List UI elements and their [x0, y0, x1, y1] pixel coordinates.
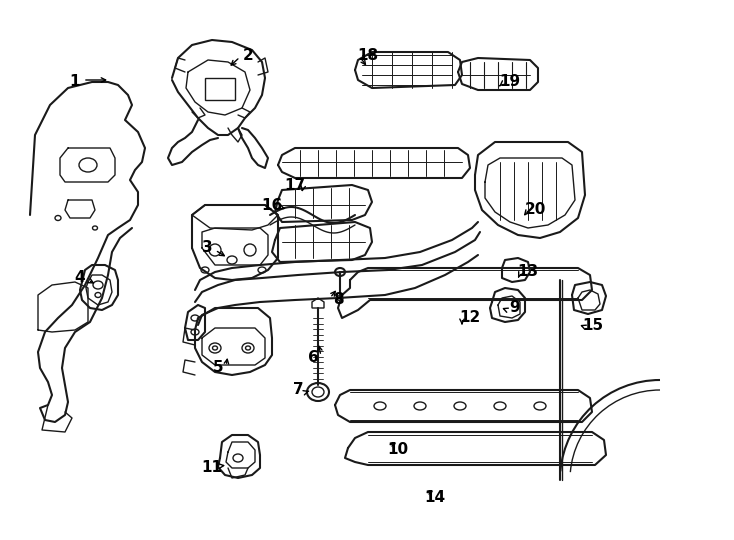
Text: 6: 6	[308, 350, 319, 366]
Text: 9: 9	[509, 300, 520, 315]
Text: 16: 16	[261, 198, 283, 213]
Text: 2: 2	[243, 48, 253, 63]
Text: 13: 13	[517, 265, 539, 280]
Text: 19: 19	[499, 75, 520, 90]
Text: 20: 20	[524, 202, 545, 218]
Text: 4: 4	[75, 271, 85, 286]
Ellipse shape	[335, 268, 345, 276]
Text: 17: 17	[285, 178, 305, 192]
Text: 10: 10	[388, 442, 409, 457]
Text: 11: 11	[202, 461, 222, 476]
Text: 12: 12	[459, 310, 481, 326]
Polygon shape	[312, 298, 324, 308]
Text: 1: 1	[70, 75, 80, 90]
Text: 15: 15	[583, 318, 603, 333]
Bar	[205, 78, 235, 100]
Text: 7: 7	[293, 382, 303, 397]
Text: 5: 5	[213, 361, 223, 375]
Text: 18: 18	[357, 48, 379, 63]
Text: 8: 8	[333, 293, 344, 307]
Text: 14: 14	[424, 490, 446, 505]
Text: 3: 3	[202, 240, 212, 255]
